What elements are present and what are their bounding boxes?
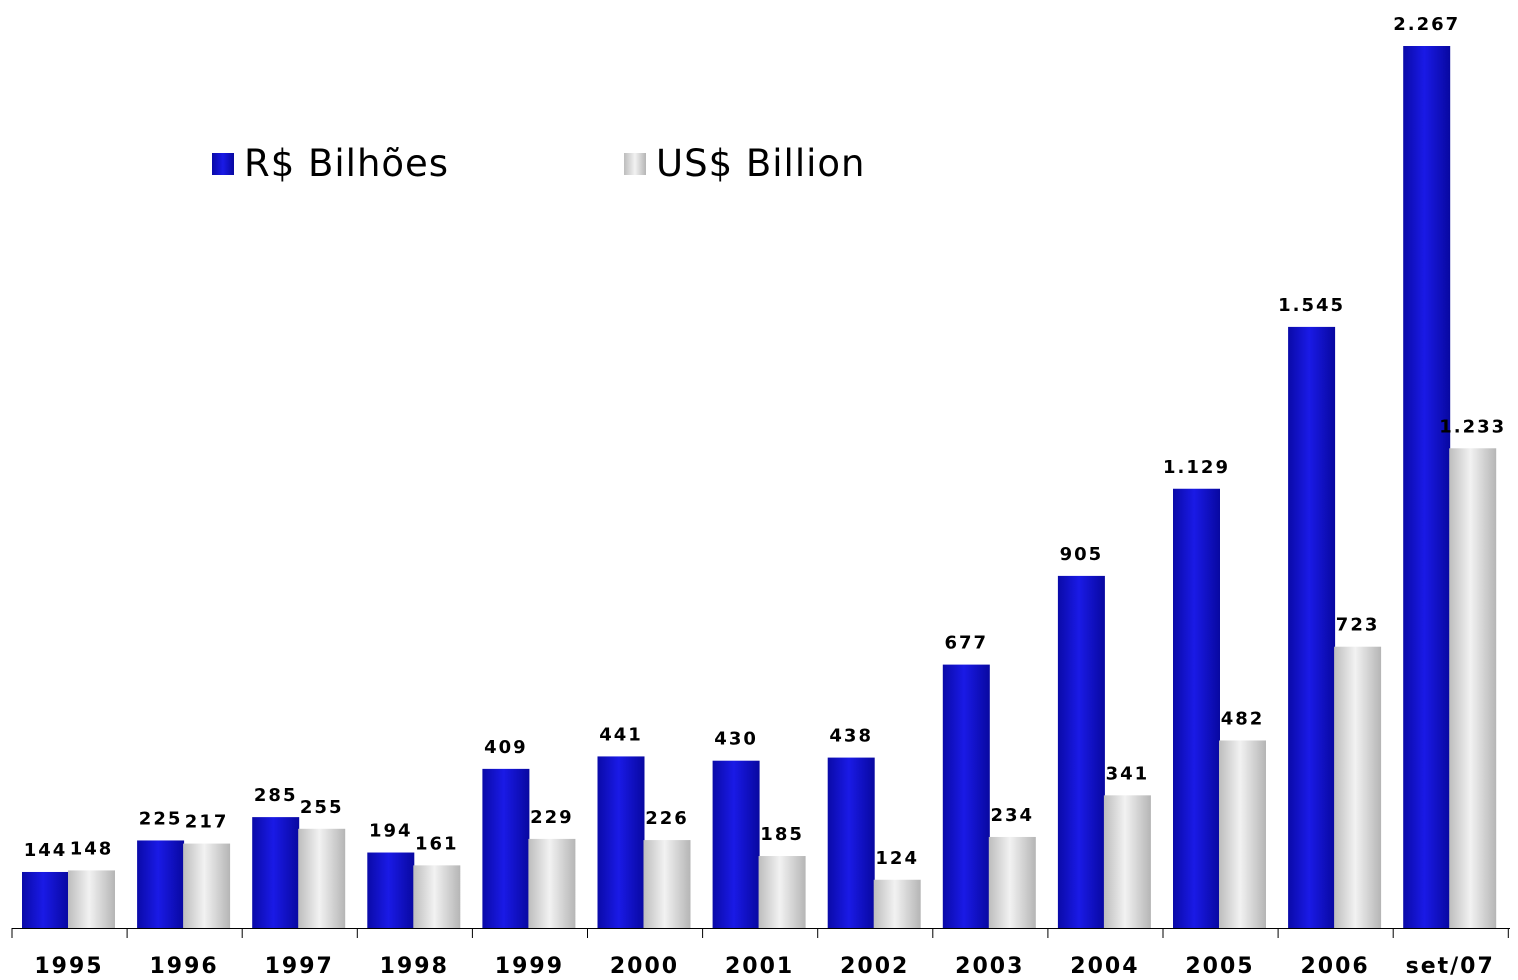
legend-swatch-usd — [624, 152, 646, 175]
legend-item-usd: US$ Billion — [624, 142, 865, 185]
bar-usd-2003 — [988, 836, 1036, 928]
x-tick-label-1997: 1997 — [265, 954, 334, 979]
data-label-brl-set-07: 2.267 — [1393, 14, 1460, 35]
bar-brl-set-07 — [1403, 46, 1451, 928]
legend-item-brl: R$ Bilhões — [212, 142, 449, 185]
x-axis: 1995 1996 1997 1998 1999 2000 2001 2002 2003 2004… — [11, 928, 1510, 979]
bar-usd-2002 — [873, 879, 921, 928]
data-label-usd-2004: 341 — [1106, 763, 1150, 784]
data-label-brl-2005: 1.129 — [1163, 457, 1230, 478]
data-label-usd-1999: 229 — [530, 807, 574, 828]
bar-usd-1998 — [413, 865, 461, 928]
bar-usd-1996 — [183, 843, 231, 928]
x-tick-label-2005: 2005 — [1185, 954, 1254, 979]
data-label-brl-2001: 430 — [714, 729, 758, 750]
data-label-brl-1998: 194 — [369, 821, 413, 842]
data-label-usd-1997: 255 — [300, 797, 344, 818]
data-label-brl-1995: 144 — [24, 840, 68, 861]
bar-usd-2005 — [1219, 740, 1266, 928]
bar-usd-2004 — [1103, 795, 1151, 928]
legend-label-usd: US$ Billion — [656, 142, 866, 185]
x-tick-label-2004: 2004 — [1070, 954, 1139, 979]
data-label-brl-1996: 225 — [139, 808, 183, 829]
x-tick-label-1996: 1996 — [149, 954, 218, 979]
bar-brl-2005 — [1173, 488, 1220, 928]
x-tick-label-2000: 2000 — [610, 954, 679, 979]
bars-layer — [22, 46, 1497, 929]
bar-brl-1995 — [22, 871, 69, 928]
data-label-brl-2000: 441 — [599, 724, 643, 745]
bar-usd-1999 — [528, 838, 576, 928]
data-label-brl-2003: 677 — [945, 633, 989, 654]
x-tick-label-1995: 1995 — [34, 954, 103, 979]
bar-usd-1995 — [68, 870, 115, 928]
data-label-brl-1999: 409 — [484, 737, 528, 758]
x-tick-label-1999: 1999 — [495, 954, 564, 979]
x-tick-label-1998: 1998 — [380, 954, 449, 979]
data-label-brl-2006: 1.545 — [1278, 295, 1345, 316]
data-label-brl-2002: 438 — [829, 726, 873, 747]
bar-brl-1998 — [367, 852, 415, 928]
bar-brl-2002 — [827, 757, 875, 928]
x-tick-label-set-07: set/07 — [1406, 954, 1495, 979]
bar-brl-1996 — [137, 840, 185, 928]
x-tick-label-2003: 2003 — [955, 954, 1024, 979]
bar-usd-2001 — [758, 856, 806, 928]
bar-brl-1999 — [482, 768, 530, 928]
data-label-usd-1996: 217 — [185, 812, 229, 833]
data-label-usd-set-07: 1.233 — [1439, 416, 1506, 437]
bar-brl-2001 — [712, 760, 760, 928]
data-label-usd-1998: 161 — [415, 833, 459, 854]
data-label-usd-1995: 148 — [70, 838, 114, 859]
bar-usd-2000 — [643, 840, 691, 928]
x-tick-label-2006: 2006 — [1300, 954, 1369, 979]
data-label-usd-2006: 723 — [1336, 615, 1380, 636]
bar-usd-set-07 — [1449, 448, 1497, 928]
data-label-usd-2003: 234 — [991, 805, 1035, 826]
bar-brl-2003 — [942, 664, 990, 928]
bar-brl-2006 — [1288, 326, 1336, 929]
data-label-usd-2002: 124 — [875, 848, 919, 869]
legend-label-brl: R$ Bilhões — [244, 142, 450, 185]
bar-usd-1997 — [298, 828, 346, 928]
data-label-brl-1997: 285 — [254, 785, 298, 806]
legend-swatch-brl — [212, 152, 234, 175]
bar-brl-1997 — [252, 817, 300, 928]
data-label-usd-2000: 226 — [645, 808, 689, 829]
bar-brl-2004 — [1057, 575, 1105, 928]
x-tick-label-2001: 2001 — [725, 954, 794, 979]
data-label-brl-2004: 905 — [1060, 544, 1104, 565]
bar-usd-2006 — [1334, 646, 1382, 928]
bar-brl-2000 — [597, 756, 645, 928]
x-tick-label-2002: 2002 — [840, 954, 909, 979]
data-label-usd-2005: 482 — [1221, 708, 1265, 729]
data-label-usd-2001: 185 — [760, 824, 804, 845]
